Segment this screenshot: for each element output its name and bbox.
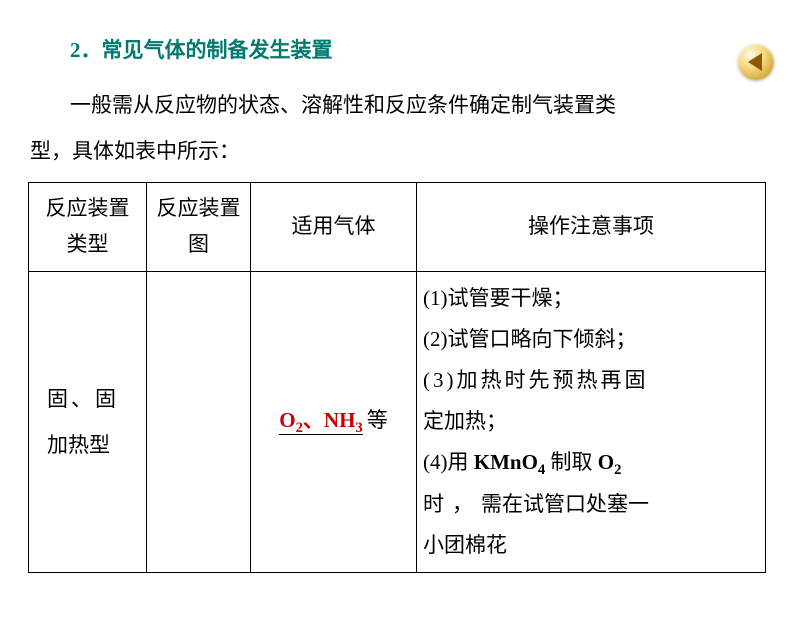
- gas-sep: 、: [303, 408, 324, 432]
- gas-o2: O: [279, 408, 295, 432]
- section-title: 2．常见气体的制备发生装置: [70, 34, 794, 64]
- kmno4-text: KMnO: [474, 450, 538, 474]
- note-4d: 小团棉花: [423, 525, 755, 566]
- cell-diagram: [147, 271, 251, 572]
- cell-device-type: 固、固 加热型: [29, 271, 147, 572]
- gas-o2-sub: 2: [296, 420, 303, 436]
- gas-suffix: 等: [367, 408, 388, 432]
- intro-line-1: 一般需从反应物的状态、溶解性和反应条件确定制气装置类: [70, 82, 764, 128]
- note-4-line2: 时，时，需在试管口处塞一需在试管口处塞一: [423, 484, 755, 525]
- o2-note: O2: [598, 450, 622, 474]
- intro-line-2: 型，具体如表中所示：: [30, 128, 764, 174]
- header-notes: 操作注意事项: [417, 183, 766, 271]
- gas-nh3-sub: 3: [355, 420, 362, 436]
- header-device-type: 反应装置 类型: [29, 183, 147, 271]
- gas-table-wrap: 反应装置 类型 反应装置 图 适用气体 操作注意事项 固、固 加热型 O2、NH…: [28, 182, 766, 573]
- note-3a: (3)加热时先预热再固: [423, 368, 649, 392]
- gas-nh3: NH: [324, 408, 356, 432]
- note-4a: (4)用: [423, 450, 469, 474]
- type-line2: 加热型: [47, 433, 110, 457]
- header-col2-line1: 反应装置: [157, 196, 241, 220]
- cell-gas: O2、NH3等: [251, 271, 417, 572]
- note-4-line1: (4)用 KMnO4 制取 O2: [423, 442, 755, 485]
- type-line1: 固、固: [47, 387, 119, 411]
- table-row: 固、固 加热型 O2、NH3等 (1)试管要干燥； (2)试管口略向下倾斜； (…: [29, 271, 766, 572]
- header-col1-line2: 类型: [67, 232, 109, 256]
- o2-note-text: O: [598, 450, 614, 474]
- back-arrow-icon: [748, 53, 762, 71]
- header-device-diagram: 反应装置 图: [147, 183, 251, 271]
- cell-notes: (1)试管要干燥； (2)试管口略向下倾斜； (3)加热时先预热再固 定加热； …: [417, 271, 766, 572]
- kmno4: KMnO4: [474, 450, 546, 474]
- gas-formula: O2、NH3: [279, 408, 363, 435]
- o2-note-sub: 2: [614, 462, 621, 478]
- note-4b: 制取: [551, 450, 593, 474]
- section-number: 2．: [70, 38, 102, 62]
- back-button[interactable]: [738, 44, 774, 80]
- header-col1-line1: 反应装置: [46, 196, 130, 220]
- note-2: (2)试管口略向下倾斜；: [423, 319, 755, 360]
- table-header-row: 反应装置 类型 反应装置 图 适用气体 操作注意事项: [29, 183, 766, 271]
- header-gas: 适用气体: [251, 183, 417, 271]
- gas-table: 反应装置 类型 反应装置 图 适用气体 操作注意事项 固、固 加热型 O2、NH…: [28, 182, 766, 573]
- note-1: (1)试管要干燥；: [423, 278, 755, 319]
- note-3b: 定加热；: [423, 401, 755, 442]
- section-title-text: 常见气体的制备发生装置: [102, 38, 333, 62]
- note-3: (3)加热时先预热再固: [423, 360, 755, 401]
- header-col2-line2: 图: [188, 232, 209, 256]
- kmno4-sub: 4: [538, 462, 545, 478]
